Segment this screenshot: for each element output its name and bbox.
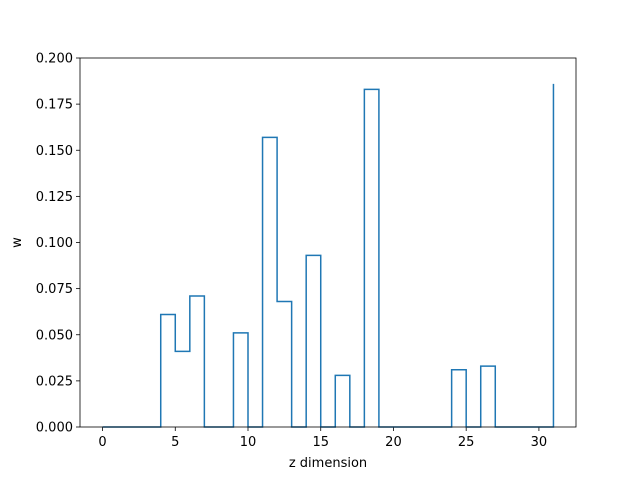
series-line xyxy=(102,83,555,428)
y-tick-label: 0.025 xyxy=(36,374,73,389)
y-tick-label: 0.075 xyxy=(36,282,73,297)
y-axis-label: w xyxy=(10,237,25,248)
axes-frame xyxy=(79,57,577,428)
x-tick-label: 20 xyxy=(385,435,402,450)
y-tick-label: 0.000 xyxy=(36,421,73,436)
x-tick-label: 0 xyxy=(98,435,106,450)
y-tick-label: 0.150 xyxy=(36,144,73,159)
x-tick-label: 15 xyxy=(312,435,329,450)
x-tick-label: 25 xyxy=(458,435,475,450)
y-tick-label: 0.100 xyxy=(36,236,73,251)
y-tick-label: 0.125 xyxy=(36,190,73,205)
y-tick-label: 0.175 xyxy=(36,98,73,113)
x-tick-label: 30 xyxy=(531,435,548,450)
ticks-layer: 0 5 10 15 20 25 30 0.000 0.025 0.050 0.075 0.100 0.1… xyxy=(36,52,547,451)
x-axis-label: z dimension xyxy=(289,456,367,471)
x-tick-label: 5 xyxy=(171,435,179,450)
y-tick-label: 0.050 xyxy=(36,328,73,343)
x-tick-label: 10 xyxy=(240,435,257,450)
y-tick-label: 0.200 xyxy=(36,52,73,67)
